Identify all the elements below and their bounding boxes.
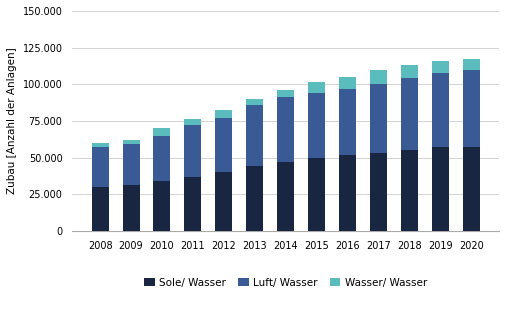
Bar: [215, 118, 232, 172]
Bar: [246, 105, 263, 166]
Bar: [153, 128, 170, 136]
Bar: [122, 144, 139, 186]
Bar: [400, 150, 417, 231]
Bar: [369, 70, 386, 84]
Bar: [308, 158, 324, 231]
Bar: [215, 110, 232, 118]
Bar: [369, 153, 386, 231]
Bar: [308, 82, 324, 93]
Bar: [462, 147, 479, 231]
Bar: [184, 125, 201, 176]
Bar: [91, 147, 109, 187]
Bar: [277, 90, 293, 98]
Bar: [246, 166, 263, 231]
Bar: [184, 176, 201, 231]
Bar: [431, 72, 448, 147]
Bar: [122, 140, 139, 144]
Bar: [400, 78, 417, 150]
Bar: [153, 136, 170, 181]
Bar: [369, 84, 386, 153]
Bar: [91, 187, 109, 231]
Bar: [277, 162, 293, 231]
Bar: [122, 186, 139, 231]
Bar: [338, 89, 356, 155]
Bar: [153, 181, 170, 231]
Bar: [400, 65, 417, 78]
Bar: [215, 172, 232, 231]
Bar: [308, 93, 324, 158]
Bar: [338, 155, 356, 231]
Bar: [277, 98, 293, 162]
Y-axis label: Zubau [Anzahl der Anlagen]: Zubau [Anzahl der Anlagen]: [7, 47, 17, 194]
Legend: Sole/ Wasser, Luft/ Wasser, Wasser/ Wasser: Sole/ Wasser, Luft/ Wasser, Wasser/ Wass…: [142, 276, 428, 290]
Bar: [462, 70, 479, 147]
Bar: [338, 77, 356, 89]
Bar: [462, 58, 479, 70]
Bar: [431, 61, 448, 72]
Bar: [431, 147, 448, 231]
Bar: [91, 143, 109, 147]
Bar: [246, 99, 263, 105]
Bar: [184, 120, 201, 125]
